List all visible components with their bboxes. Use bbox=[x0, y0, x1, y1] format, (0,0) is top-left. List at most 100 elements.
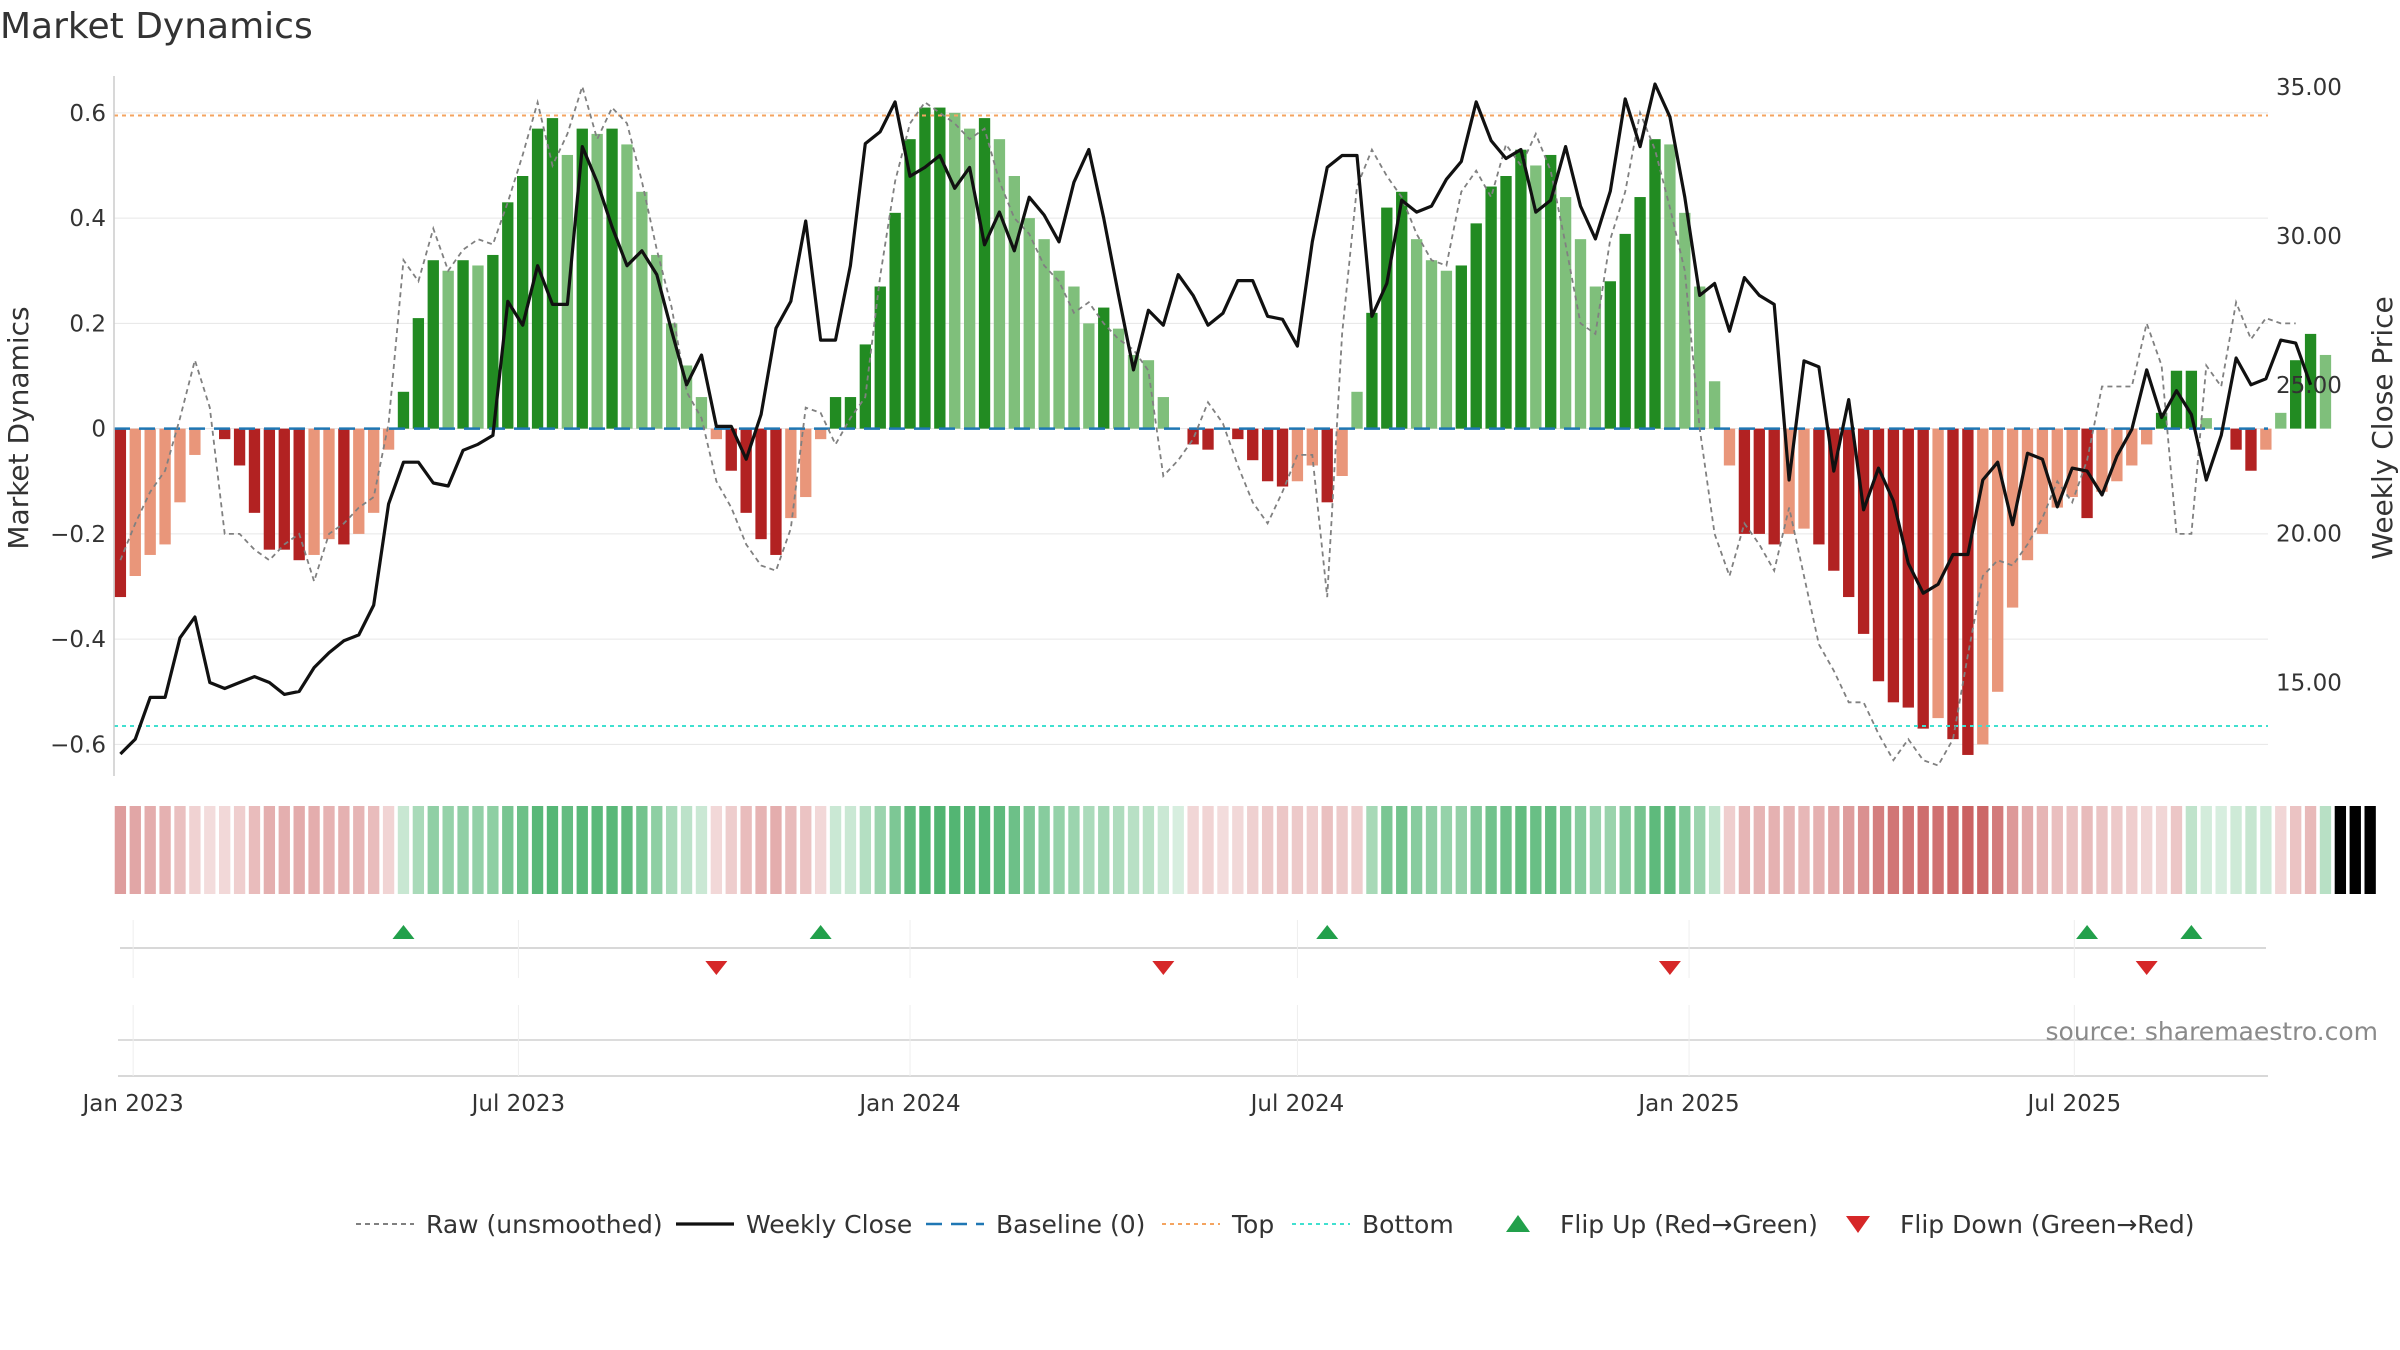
regime-cell bbox=[144, 806, 156, 894]
dynamics-bar bbox=[293, 428, 305, 561]
dynamics-bar bbox=[2066, 428, 2078, 498]
dynamics-bar bbox=[159, 428, 171, 545]
legend-label: Flip Up (Red→Green) bbox=[1560, 1210, 1818, 1239]
regime-cell bbox=[517, 806, 529, 894]
dynamics-bar bbox=[2096, 428, 2108, 492]
dynamics-bar bbox=[1738, 428, 1751, 534]
dynamics-bar bbox=[1902, 428, 1914, 708]
regime-cell bbox=[651, 806, 663, 894]
dynamics-bar bbox=[1440, 270, 1453, 429]
regime-cell bbox=[889, 806, 901, 894]
regime-cell bbox=[1142, 806, 1155, 894]
regime-cell bbox=[2364, 806, 2376, 894]
regime-cell bbox=[1634, 806, 1646, 894]
x-tick-label: Jul 2025 bbox=[2026, 1091, 2122, 1117]
dynamics-bar bbox=[889, 212, 901, 429]
dynamics-bar bbox=[710, 428, 723, 440]
dynamics-bar bbox=[233, 428, 246, 466]
regime-cell bbox=[1604, 806, 1616, 894]
dynamics-bar bbox=[323, 428, 335, 540]
dynamics-bar bbox=[993, 139, 1006, 429]
dynamics-bar bbox=[1053, 270, 1065, 429]
legend-label: Flip Down (Green→Red) bbox=[1900, 1210, 2195, 1239]
legend: Raw (unsmoothed) Weekly Close Baseline (0)… bbox=[356, 1210, 2195, 1239]
dynamics-bar bbox=[1559, 197, 1572, 429]
regime-cell bbox=[1962, 806, 1974, 894]
regime-cell bbox=[114, 806, 127, 894]
dynamics-bar bbox=[1917, 428, 1929, 729]
legend-flip-down-swatch bbox=[1846, 1216, 1870, 1233]
regime-cell bbox=[263, 806, 276, 894]
dynamics-bar bbox=[755, 428, 767, 540]
regime-cell bbox=[2170, 806, 2183, 894]
flip-up-marker bbox=[809, 925, 832, 939]
dynamics-bar bbox=[1664, 144, 1676, 429]
regime-cell bbox=[978, 806, 991, 894]
dynamics-bar bbox=[874, 286, 886, 429]
dynamics-bar bbox=[963, 128, 976, 429]
x-tick-label: Jan 2024 bbox=[857, 1091, 960, 1117]
flip-up-marker bbox=[392, 925, 415, 939]
regime-cell bbox=[1440, 806, 1453, 894]
regime-cell bbox=[2051, 806, 2063, 894]
regime-cell bbox=[2290, 806, 2302, 894]
dynamics-bar bbox=[770, 428, 782, 555]
regime-cell bbox=[204, 806, 216, 894]
dynamics-bar bbox=[2141, 428, 2153, 445]
regime-cell bbox=[785, 806, 797, 894]
dynamics-bar bbox=[1992, 428, 2004, 692]
regime-cell bbox=[1425, 806, 1438, 894]
x-tick-label: Jan 2023 bbox=[80, 1091, 183, 1117]
regime-cell bbox=[457, 806, 469, 894]
dynamics-bar bbox=[651, 254, 663, 429]
regime-cell bbox=[1768, 806, 1780, 894]
dynamics-bar bbox=[308, 428, 320, 555]
regime-cell bbox=[576, 806, 588, 894]
dynamics-bar bbox=[129, 428, 141, 576]
regime-cell bbox=[874, 806, 886, 894]
dynamics-bar bbox=[934, 107, 946, 429]
regime-cell bbox=[278, 806, 290, 894]
regime-cell bbox=[561, 806, 574, 894]
dynamics-bar bbox=[1589, 286, 1602, 429]
regime-cell bbox=[472, 806, 484, 894]
regime-cell bbox=[1515, 806, 1527, 894]
regime-cell bbox=[814, 806, 827, 894]
regime-cell bbox=[1485, 806, 1497, 894]
dynamics-bar bbox=[248, 428, 261, 513]
legend-label: Weekly Close bbox=[746, 1210, 912, 1239]
dynamics-bar bbox=[1634, 197, 1646, 429]
y-tick-label: 0.4 bbox=[69, 206, 106, 232]
regime-cell bbox=[2200, 806, 2212, 894]
regime-cell bbox=[1261, 806, 1274, 894]
dynamics-bar bbox=[1843, 428, 1855, 598]
flip-up-marker bbox=[2180, 925, 2203, 939]
y-axis-title: Market Dynamics bbox=[2, 306, 35, 549]
weekly-close-line bbox=[119, 82, 2313, 756]
flip-up-marker bbox=[1316, 925, 1339, 939]
regime-cell bbox=[800, 806, 812, 894]
dynamics-bar bbox=[621, 144, 633, 429]
regime-cell bbox=[740, 806, 752, 894]
regime-cell bbox=[591, 806, 603, 894]
legend-label: Raw (unsmoothed) bbox=[426, 1210, 663, 1239]
regime-cell bbox=[1098, 806, 1110, 894]
dynamics-bar bbox=[859, 344, 872, 429]
regime-cell bbox=[725, 806, 737, 894]
dynamics-bar bbox=[457, 260, 469, 429]
dynamics-bar bbox=[1232, 428, 1244, 440]
flip-down-marker bbox=[705, 961, 728, 975]
regime-cell bbox=[606, 806, 618, 894]
dynamics-bar bbox=[1351, 391, 1363, 429]
regime-cell bbox=[2230, 806, 2242, 894]
dynamics-bar bbox=[740, 428, 752, 513]
close-line-layer bbox=[119, 82, 2313, 756]
regime-cell bbox=[293, 806, 305, 894]
regime-cell bbox=[1708, 806, 1721, 894]
regime-cell bbox=[1470, 806, 1482, 894]
regime-cell bbox=[1396, 806, 1408, 894]
dynamics-bar bbox=[1098, 307, 1110, 429]
dynamics-bar bbox=[546, 118, 559, 429]
dynamics-bar bbox=[1396, 191, 1408, 429]
regime-cell bbox=[1068, 806, 1080, 894]
